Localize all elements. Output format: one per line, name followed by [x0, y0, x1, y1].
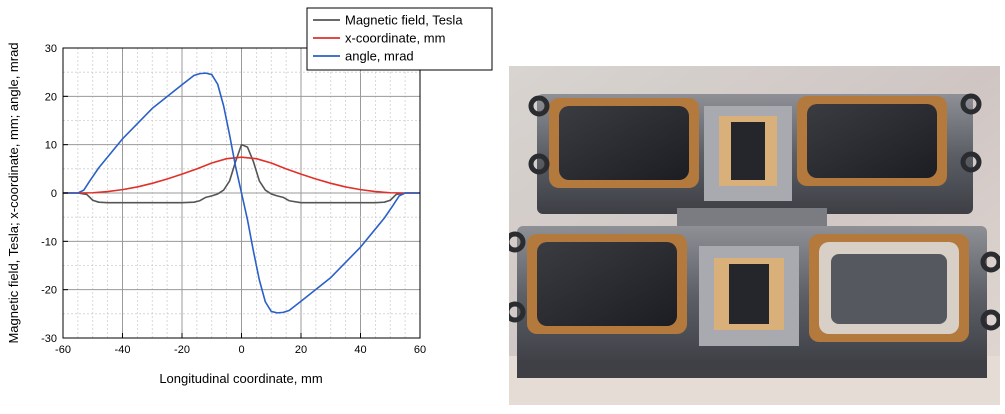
legend: Magnetic field, Tesla x-coordinate, mm ang… [306, 7, 493, 71]
magnet-photo [509, 66, 1000, 405]
legend-label: x-coordinate, mm [345, 31, 445, 46]
x-tick-label: 60 [414, 344, 426, 356]
chart: -60 -40 -20 0 20 40 60 -30 -20 -10 0 10 20 30 Longitu… [6, 7, 493, 386]
x-tick-label: 20 [295, 344, 307, 356]
x-tick-label: -20 [174, 344, 190, 356]
upper-magnet-assembly [537, 94, 973, 228]
series-line-magnetic-field-tesla [63, 143, 420, 204]
y-tick-label: -10 [41, 236, 57, 248]
y-tick-label: 0 [51, 188, 57, 200]
x-tick-label: -40 [115, 344, 131, 356]
y-axis-title: Magnetic field, Tesla; x-coordinate, mm;… [6, 42, 21, 343]
lower-magnet-assembly [517, 226, 987, 378]
x-tick-label: 0 [238, 344, 244, 356]
lower-magnet-lifting-rings [509, 231, 1000, 331]
x-tick-label: 40 [354, 344, 366, 356]
series-line-angle-mrad [63, 72, 420, 314]
y-tick-label: 10 [45, 140, 57, 152]
legend-label: Magnetic field, Tesla [345, 13, 463, 28]
x-tick-label: -60 [55, 344, 71, 356]
legend-label: angle, mrad [345, 49, 414, 64]
x-axis-title: Longitudinal coordinate, mm [159, 371, 322, 386]
legend-box [306, 7, 493, 71]
upper-magnet-lifting-rings [528, 93, 982, 175]
y-tick-label: 30 [45, 43, 57, 55]
series-layer [63, 72, 420, 314]
ticks: -60 -40 -20 0 20 40 60 -30 -20 -10 0 10 20 30 [41, 43, 426, 356]
grid [63, 48, 420, 338]
y-tick-label: -30 [41, 333, 57, 345]
y-tick-label: 20 [45, 91, 57, 103]
y-tick-label: -20 [41, 285, 57, 297]
series-line-x-coordinate-mm [63, 156, 420, 194]
